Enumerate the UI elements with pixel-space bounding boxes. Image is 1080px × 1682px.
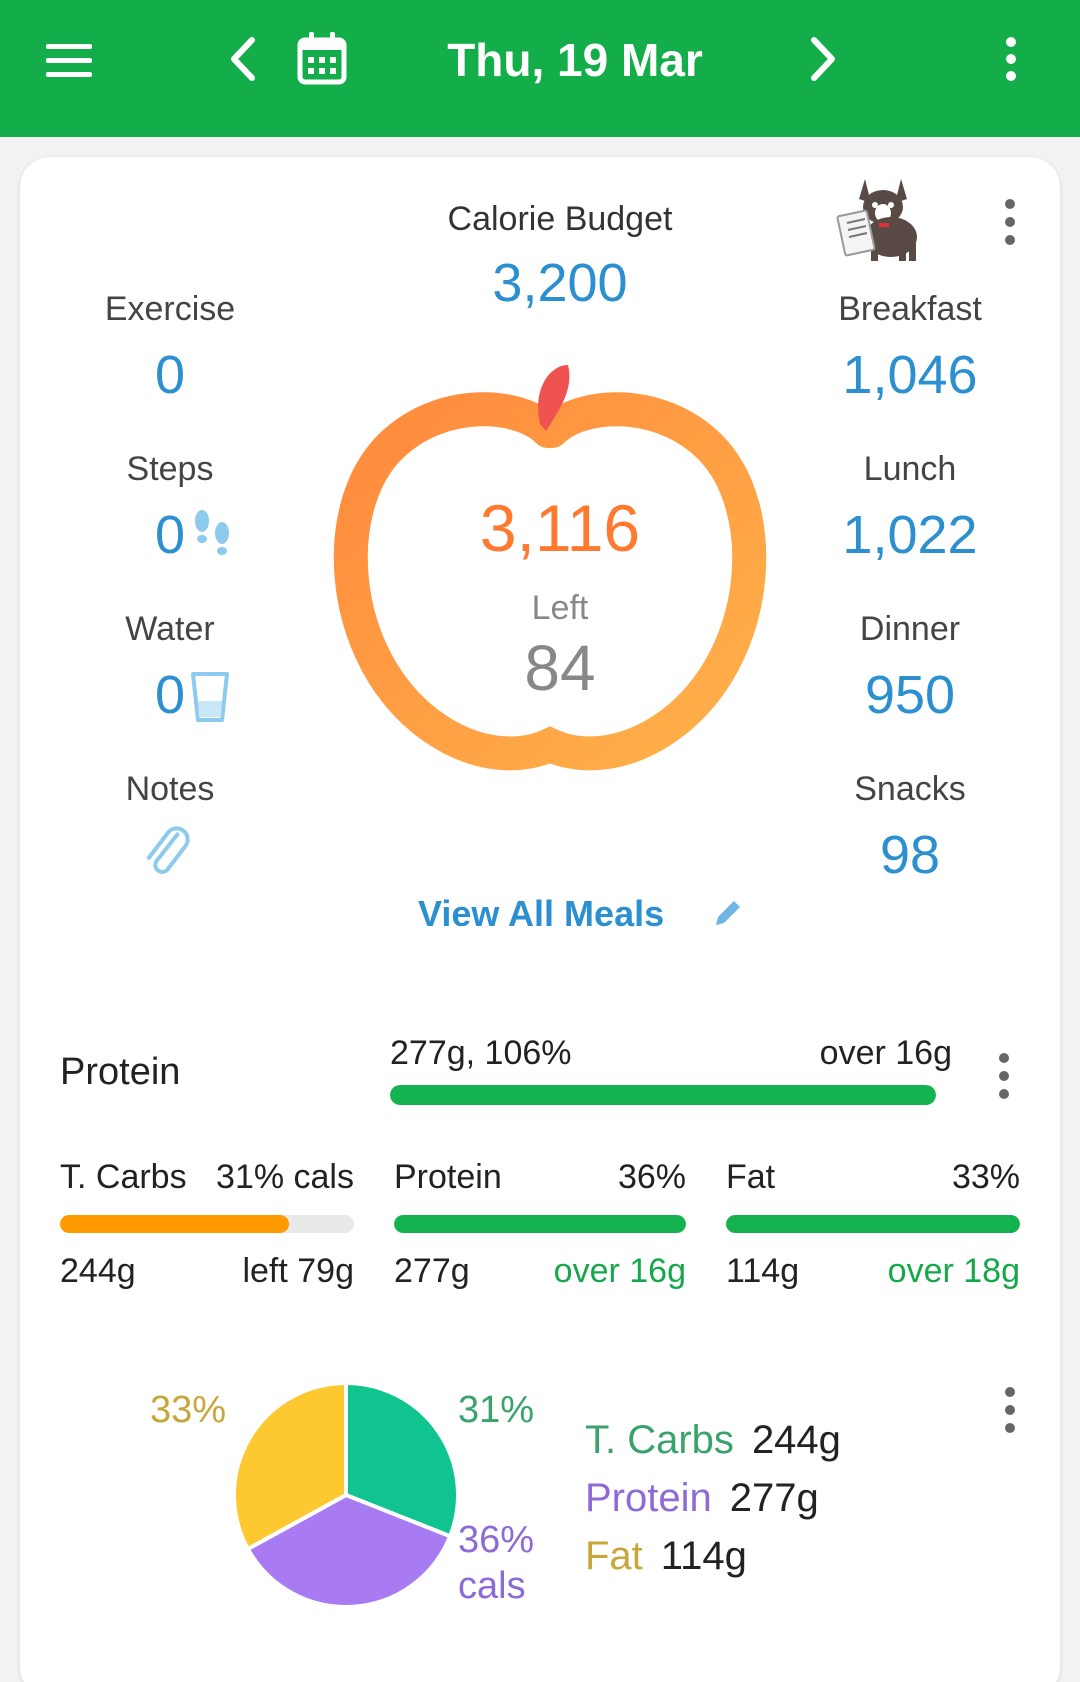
macro-carbs-grams: 244g <box>60 1252 136 1290</box>
calendar-icon[interactable] <box>296 30 348 86</box>
card-more-icon[interactable] <box>1000 199 1020 253</box>
summary-card: Calorie Budget 3,200 Exercise 0 Steps 0 … <box>20 157 1060 1682</box>
exercise-value[interactable]: 0 <box>154 345 186 405</box>
protein-more-icon[interactable] <box>994 1053 1014 1107</box>
macro-protein-name: Protein <box>394 1158 502 1196</box>
macro-fat-pct: 33% <box>951 1158 1020 1196</box>
footsteps-icon[interactable] <box>190 507 234 563</box>
calorie-budget-label: Calorie Budget <box>447 200 673 238</box>
calories-left-value: 84 <box>524 632 596 704</box>
macro-pie-chart[interactable] <box>228 1377 464 1613</box>
legend-protein-name: Protein <box>585 1476 712 1520</box>
legend-protein-grams: 277g <box>729 1476 819 1520</box>
pie-slice-carbs[interactable] <box>344 1380 460 1539</box>
protein-goal-bar-fill <box>390 1085 936 1105</box>
lunch-label: Lunch <box>863 450 957 488</box>
macro-protein-pct: 36% <box>617 1158 686 1196</box>
dog-mascot-icon <box>836 179 917 261</box>
macro-fat-bar <box>726 1215 1020 1233</box>
calories-left-label: Left <box>531 589 589 627</box>
legend-carbs: T. Carbs 244g <box>585 1417 841 1463</box>
macro-carbs-pct: 31% cals <box>216 1158 354 1196</box>
water-label: Water <box>125 610 215 648</box>
pie-more-icon[interactable] <box>1000 1387 1020 1441</box>
snacks-value[interactable]: 98 <box>879 825 941 885</box>
macro-carbs-bar-fill <box>60 1215 290 1233</box>
dinner-label: Dinner <box>859 610 961 648</box>
water-value[interactable]: 0 <box>154 665 186 725</box>
macro-fat-bar-fill <box>726 1215 1020 1233</box>
menu-icon[interactable] <box>44 40 94 80</box>
more-vert-icon[interactable] <box>1000 36 1022 82</box>
breakfast-label: Breakfast <box>838 290 982 328</box>
pie-label-protein: 36% <box>458 1519 535 1561</box>
exercise-label: Exercise <box>104 290 236 328</box>
legend-carbs-name: T. Carbs <box>585 1418 734 1462</box>
view-all-meals-link[interactable]: View All Meals <box>418 893 665 934</box>
protein-goal-status: over 16g <box>819 1034 952 1072</box>
macro-carbs-name: T. Carbs <box>60 1158 187 1196</box>
pie-slice-fat[interactable] <box>232 1380 348 1552</box>
calorie-budget-value[interactable]: 3,200 <box>492 253 628 313</box>
steps-label: Steps <box>126 450 214 488</box>
legend-fat-name: Fat <box>585 1534 643 1578</box>
macro-carbs-bar <box>60 1215 354 1233</box>
macro-protein-bar <box>394 1215 686 1233</box>
protein-goal-bar <box>390 1085 936 1105</box>
lunch-value[interactable]: 1,022 <box>842 505 978 565</box>
notes-label: Notes <box>125 770 215 808</box>
paperclip-icon[interactable] <box>140 823 196 883</box>
dinner-value[interactable]: 950 <box>864 665 956 725</box>
snacks-label: Snacks <box>854 770 966 808</box>
macro-protein-bar-fill <box>394 1215 686 1233</box>
pie-label-carbs: 31% <box>458 1389 535 1431</box>
steps-value[interactable]: 0 <box>154 505 186 565</box>
legend-carbs-grams: 244g <box>751 1418 841 1462</box>
edit-pencil-icon[interactable] <box>710 895 746 931</box>
water-glass-icon[interactable] <box>190 671 230 723</box>
legend-fat: Fat 114g <box>585 1533 747 1579</box>
apple-progress-ring[interactable] <box>320 357 780 817</box>
protein-goal-title: Protein <box>60 1051 181 1093</box>
chevron-left-icon[interactable] <box>226 36 260 82</box>
macro-carbs-status: left 79g <box>242 1252 354 1290</box>
protein-goal-amount: 277g, 106% <box>390 1034 572 1072</box>
macro-fat-grams: 114g <box>726 1252 800 1290</box>
macro-fat-name: Fat <box>726 1158 776 1196</box>
pie-label-fat: 33% <box>150 1389 227 1431</box>
pie-label-unit: cals <box>458 1565 526 1607</box>
legend-fat-grams: 114g <box>660 1534 747 1578</box>
macro-fat-status: over 18g <box>887 1252 1020 1290</box>
date-title[interactable]: Thu, 19 Mar <box>447 34 703 86</box>
top-app-bar: Thu, 19 Mar <box>0 0 1080 137</box>
macro-protein-status: over 16g <box>553 1252 686 1290</box>
macro-protein-grams: 277g <box>394 1252 470 1290</box>
calories-consumed-value[interactable]: 3,116 <box>479 491 641 565</box>
legend-protein: Protein 277g <box>585 1475 819 1521</box>
breakfast-value[interactable]: 1,046 <box>842 345 978 405</box>
chevron-right-icon[interactable] <box>806 36 840 82</box>
